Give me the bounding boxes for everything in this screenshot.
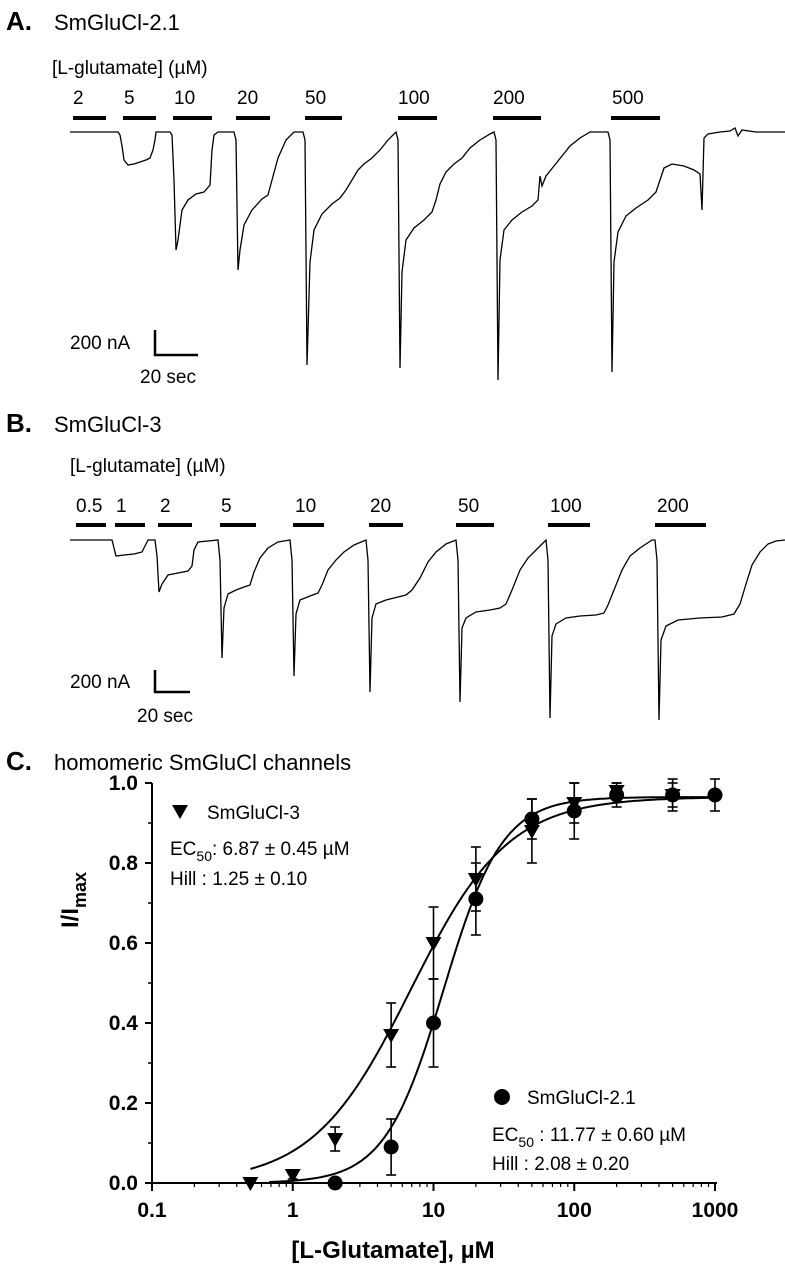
panel-a-conc-label: 50	[305, 88, 326, 109]
data-markers	[242, 785, 723, 1191]
legend-smglucl-2-1: SmGluCl-2.1 EC50 : 11.77 ± 0.60 µM Hill …	[492, 1088, 686, 1175]
legend-ec50-label: EC50 : 11.77 ± 0.60 µM	[492, 1125, 686, 1150]
panel-c-letter: C.	[6, 746, 32, 776]
panel-b-concentration-header: [L-glutamate] (µM)	[70, 456, 226, 477]
panel-b-conc-label: 1	[116, 496, 127, 517]
panel-b-current-trace	[70, 538, 785, 721]
legend-series-name: SmGluCl-2.1	[527, 1088, 636, 1109]
panel-a-scale-bar: 200 nA 20 sec	[70, 330, 198, 388]
panel-a-title: SmGluCl-2.1	[54, 10, 180, 35]
panel-a-letter: A.	[6, 6, 32, 36]
panel-b-conc-label: 5	[221, 496, 232, 517]
panel-a-concentration-labels: 2 5 10 20 50 100 200 500	[73, 88, 644, 109]
legend-hill-label: Hill : 1.25 ± 0.10	[170, 869, 307, 890]
data-point-circle	[426, 1015, 441, 1031]
legend-series-name: SmGluCl-3	[207, 803, 300, 824]
data-point-triangle	[242, 1177, 259, 1191]
fit-curve	[269, 796, 715, 1183]
legend-smglucl-3: SmGluCl-3 EC50: 6.87 ± 0.45 µM Hill : 1.…	[170, 803, 350, 890]
x-tick-label: 100	[557, 1199, 592, 1222]
data-point-circle	[383, 1139, 399, 1155]
fit-curves	[250, 796, 715, 1183]
y-tick-label: 0.8	[109, 852, 139, 875]
axis-ticks: 0.0 0.2 0.4 0.6 0.8 1.0 0.1 1 10 100 1000	[109, 772, 739, 1222]
x-tick-label: 1	[287, 1199, 299, 1222]
panel-a-concentration-header: [L-glutamate] (µM)	[52, 58, 208, 79]
data-point-circle	[609, 787, 625, 803]
panel-b-conc-label: 20	[370, 496, 391, 517]
panel-a-conc-label: 100	[398, 88, 430, 109]
panel-b-title: SmGluCl-3	[54, 412, 162, 437]
data-point-triangle	[523, 825, 540, 839]
panel-b-conc-label: 50	[458, 496, 479, 517]
error-bars	[287, 778, 720, 1180]
panel-a-conc-label: 500	[612, 88, 644, 109]
y-tick-label: 1.0	[109, 772, 138, 795]
y-tick-label: 0.0	[109, 1172, 138, 1195]
y-tick-label: 0.4	[109, 1012, 139, 1035]
panel-b-letter: B.	[6, 408, 32, 438]
panel-a-conc-label: 200	[493, 88, 525, 109]
data-point-triangle	[383, 1029, 400, 1043]
data-point-circle	[524, 811, 540, 827]
legend-hill-label: Hill : 2.08 ± 0.20	[492, 1154, 629, 1175]
legend-ec50-label: EC50: 6.87 ± 0.45 µM	[170, 839, 350, 864]
data-point-triangle	[467, 873, 484, 887]
panel-a-conc-label: 10	[174, 88, 195, 109]
panel-a-current-trace	[70, 127, 785, 381]
panel-b-conc-label: 200	[657, 496, 689, 517]
y-axis-label: I/Imax	[57, 872, 90, 928]
panel-a-conc-label: 20	[237, 88, 258, 109]
panel-a-conc-label: 2	[73, 88, 84, 109]
panel-a-conc-label: 5	[124, 88, 135, 109]
data-point-circle	[327, 1175, 343, 1191]
x-tick-label: 0.1	[137, 1199, 167, 1222]
data-point-circle	[468, 891, 484, 907]
x-tick-label: 10	[422, 1199, 445, 1222]
x-tick-label: 1000	[692, 1199, 739, 1222]
legend-triangle-marker	[172, 805, 188, 819]
y-tick-label: 0.2	[109, 1092, 138, 1115]
dose-response-plot: 0.0 0.2 0.4 0.6 0.8 1.0 0.1 1 10 100 1000 SmGluCl-…	[57, 772, 738, 1264]
data-point-triangle	[327, 1133, 344, 1147]
data-point-circle	[707, 787, 723, 803]
panel-c-title: homomeric SmGluCl channels	[54, 750, 351, 775]
panel-a-scale-time: 20 sec	[140, 367, 196, 388]
panel-a-scale-current: 200 nA	[70, 333, 131, 354]
fit-curve	[250, 796, 715, 1170]
data-point-circle	[566, 803, 582, 819]
panel-b-conc-label: 2	[160, 496, 171, 517]
data-point-circle	[665, 787, 681, 803]
panel-b-conc-label: 10	[295, 496, 316, 517]
panel-b-conc-label: 0.5	[76, 496, 102, 517]
x-axis-label: [L-Glutamate], µM	[291, 1237, 494, 1264]
legend-circle-marker	[494, 1089, 510, 1105]
data-point-triangle	[425, 937, 442, 951]
panel-b-scale-time: 20 sec	[137, 706, 193, 727]
y-tick-label: 0.6	[109, 932, 138, 955]
panel-b-scale-current: 200 nA	[70, 672, 131, 693]
panel-b-conc-label: 100	[550, 496, 582, 517]
panel-b-concentration-labels: 0.5 1 2 5 10 20 50 100 200	[76, 496, 689, 517]
data-point-triangle	[284, 1169, 301, 1183]
panel-b-scale-bar: 200 nA 20 sec	[70, 670, 193, 727]
